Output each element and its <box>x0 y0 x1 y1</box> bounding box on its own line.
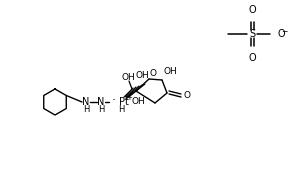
Text: H: H <box>98 104 104 114</box>
Text: H: H <box>83 104 89 114</box>
Text: N: N <box>82 97 90 107</box>
Text: O: O <box>277 29 285 39</box>
Text: N: N <box>97 97 105 107</box>
Text: S: S <box>249 29 255 39</box>
Text: O: O <box>248 53 256 63</box>
Text: +: + <box>126 95 132 101</box>
Text: H: H <box>118 104 124 114</box>
Text: O: O <box>184 92 191 100</box>
Text: O: O <box>149 70 156 78</box>
Text: OH: OH <box>131 98 145 106</box>
Text: OH: OH <box>121 74 135 82</box>
Text: ·: · <box>112 94 116 108</box>
Text: Pt: Pt <box>119 97 129 107</box>
Text: O: O <box>248 5 256 15</box>
Text: −: − <box>281 27 287 37</box>
Text: OH: OH <box>135 70 149 80</box>
Text: OH: OH <box>163 68 177 76</box>
